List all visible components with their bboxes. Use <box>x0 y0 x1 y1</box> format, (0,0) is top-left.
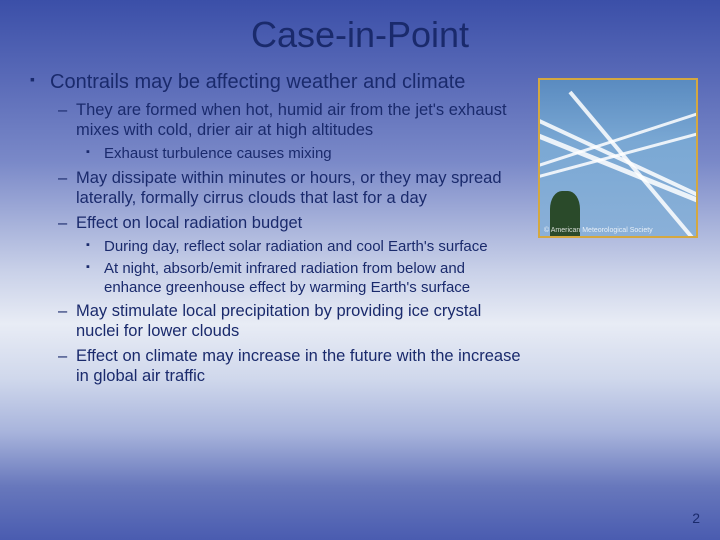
bullet-sub5: Effect on climate may increase in the fu… <box>58 346 528 386</box>
bullet-sub3b: At night, absorb/emit infrared radiation… <box>86 260 526 297</box>
contrails-image: © American Meteorological Society <box>538 78 698 238</box>
bullet-sub2: May dissipate within minutes or hours, o… <box>58 168 528 208</box>
bullet-sub1a: Exhaust turbulence causes mixing <box>86 145 526 163</box>
bullet-sub3a: During day, reflect solar radiation and … <box>86 238 526 256</box>
bullet-sub1: They are formed when hot, humid air from… <box>58 100 528 140</box>
page-number: 2 <box>692 510 700 526</box>
slide-title: Case-in-Point <box>30 14 690 56</box>
image-credit: © American Meteorological Society <box>544 227 653 234</box>
bullet-sub3: Effect on local radiation budget <box>58 213 528 233</box>
bullet-sub4: May stimulate local precipitation by pro… <box>58 301 528 341</box>
slide-container: Case-in-Point Contrails may be affecting… <box>0 0 720 540</box>
bullet-main: Contrails may be affecting weather and c… <box>30 70 510 94</box>
